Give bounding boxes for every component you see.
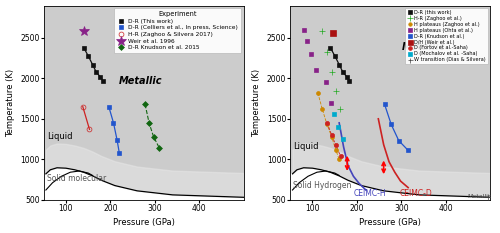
H plateaus (Ohta et al.) [323,81,329,84]
D-R (This work) [90,63,96,66]
Y-axis label: Temperature (K): Temperature (K) [6,69,15,137]
Text: Solid Hydrogen: Solid Hydrogen [294,181,352,190]
H plateaus (Ohta et al.) [313,69,319,72]
X-axis label: Pressure (GPa): Pressure (GPa) [360,219,422,227]
Polygon shape [290,168,490,200]
H-R (Zaghoo & Silvera 2017) [86,128,92,131]
H-R (Zaghoo et al.) [328,71,334,73]
H plateaus (Ohta et al.) [304,40,310,43]
Line: D-R (This work): D-R (This work) [82,45,105,83]
D-R (this work) [332,54,338,57]
D-R (Celliers et al., In press, Science) [106,106,112,109]
Text: Liquid: Liquid [47,132,72,141]
H-R (Zaghoo et al.) [320,30,326,33]
Line: H plateaus (Zaghoo et al.): H plateaus (Zaghoo et al.) [316,91,341,161]
H plateaus (Ohta et al.) [300,28,306,31]
Line: D-R Knudson et al. 2015: D-R Knudson et al. 2015 [143,102,162,150]
D-R (this work) [346,79,352,82]
D-R (this work) [328,46,334,49]
H plateaus (Zaghoo et al.) [332,148,338,151]
Line: D-R (Knudson et al.): D-R (Knudson et al.) [382,102,410,153]
H plateaus (Zaghoo et al.) [328,135,334,138]
H plateaus (Zaghoo et al.) [315,92,321,94]
Text: Metallic: Metallic [468,194,491,199]
H plateaus (Zaghoo et al.) [320,108,326,110]
D-R (This work) [80,46,86,49]
D-R (Celliers et al., In press, Science) [110,121,116,124]
Line: D (Fortov et al.-Saha): D (Fortov et al.-Saha) [325,121,342,158]
D (Mochalov et al. -Saha) [331,113,337,115]
Line: H-R (Zaghoo et al.): H-R (Zaghoo et al.) [319,28,344,113]
D-R (This work) [93,71,99,73]
D-R Knudson et al. 2015 [150,135,156,138]
Y-axis label: Temperature (K): Temperature (K) [252,69,261,137]
Legend: D-R (This work), D-R (Celliers et al., In press, Science), H-R (Zaghoo & Silvera: D-R (This work), D-R (Celliers et al., I… [114,8,241,53]
H plateaus (Zaghoo et al.) [324,122,330,125]
D (Fortov et al.-Saha) [328,134,334,136]
D (Fortov et al.-Saha) [324,121,330,124]
D-R (Celliers et al., In press, Science) [114,138,120,141]
D (Mochalov et al. -Saha) [336,126,342,128]
H-R (Zaghoo et al.) [337,108,343,110]
D-R (This work) [85,54,91,57]
D-R Knudson et al. 2015 [156,147,162,149]
D-R (this work) [340,71,345,73]
X-axis label: Pressure (GPa): Pressure (GPa) [113,219,174,227]
D-R (This work) [97,75,103,78]
Line: D (Mochalov et al. -Saha): D (Mochalov et al. -Saha) [332,112,345,141]
D (Fortov et al.-Saha) [338,155,344,158]
Text: Liquid: Liquid [294,142,319,151]
Line: D-R (this work): D-R (this work) [328,45,352,83]
D (Mochalov et al. -Saha) [340,138,345,140]
Text: Metallic: Metallic [402,42,445,52]
Line: D-R (Celliers et al., In press, Science): D-R (Celliers et al., In press, Science) [106,105,122,155]
H-R (Zaghoo & Silvera 2017) [80,105,86,108]
D-R (this work) [344,75,349,78]
D-R (This work) [100,79,106,82]
H plateaus (Ohta et al.) [308,53,314,55]
Text: Metallic: Metallic [120,76,163,86]
Polygon shape [44,168,244,200]
Text: CEIMC-D: CEIMC-D [399,189,432,198]
H-R (Zaghoo et al.) [324,51,330,54]
D-R (Celliers et al., In press, Science) [116,151,122,154]
Text: CEIMC-H: CEIMC-H [354,189,386,198]
D-R (Knudson et al.) [396,139,402,142]
D (Fortov et al.-Saha) [332,143,338,146]
D-R Knudson et al. 2015 [146,121,152,124]
Line: H plateaus (Ohta et al.): H plateaus (Ohta et al.) [302,28,334,105]
H plateaus (Ohta et al.) [328,101,334,104]
D-R Knudson et al. 2015 [142,103,148,106]
D-R (Knudson et al.) [405,149,411,152]
Line: H-R (Zaghoo & Silvera 2017): H-R (Zaghoo & Silvera 2017) [80,104,92,132]
H plateaus (Zaghoo et al.) [336,158,342,161]
H-R (Zaghoo et al.) [332,89,338,92]
D-R (Knudson et al.) [388,123,394,126]
Legend: D-R (this work), H-R (Zaghoo et al.), H plateaus (Zaghoo et al.), H plateaus (Oh: D-R (this work), H-R (Zaghoo et al.), H … [405,8,488,64]
Text: Solid molecular: Solid molecular [47,174,106,183]
D-R (Knudson et al.) [382,103,388,106]
D-R (this work) [336,63,342,66]
